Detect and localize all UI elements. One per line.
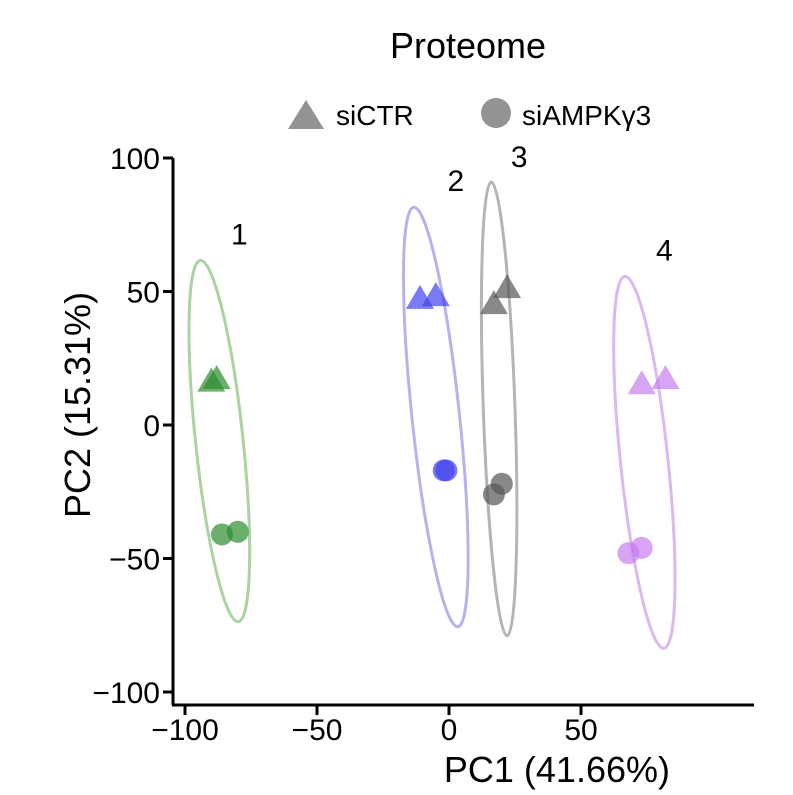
x-tick-label: −50 <box>292 714 343 747</box>
x-tick-label: 50 <box>564 714 597 747</box>
legend-triangle-marker <box>288 100 324 129</box>
confidence-ellipses <box>187 180 677 650</box>
data-points <box>197 274 680 565</box>
x-tick-label: −100 <box>151 714 219 747</box>
x-axis-ticks: −100 −50 0 50 <box>151 705 598 747</box>
y-tick-label: −50 <box>109 544 160 577</box>
group-label-3: 3 <box>511 141 528 174</box>
group-label-1: 1 <box>231 218 248 251</box>
point-circle-group-3 <box>490 472 513 495</box>
x-axis-title: PC1 (41.66%) <box>444 749 670 790</box>
point-triangle-group-2 <box>421 282 450 307</box>
x-tick-label: 0 <box>441 714 458 747</box>
y-tick-label: −100 <box>92 677 160 710</box>
point-triangle-group-3 <box>493 274 522 299</box>
point-circle-group-1 <box>226 520 249 543</box>
point-triangle-group-4 <box>651 364 680 389</box>
point-circle-group-2 <box>435 459 458 482</box>
ellipse-group-2 <box>401 205 470 629</box>
chart-title: Proteome <box>390 25 546 66</box>
ellipse-group-3 <box>479 180 519 638</box>
legend-label-siampk: siAMPKγ3 <box>522 100 651 131</box>
legend-label-sictr: siCTR <box>336 100 414 131</box>
axes: −100 −50 0 50 100 −100 −50 0 50 <box>92 143 754 747</box>
legend: siCTR siAMPKγ3 <box>288 98 651 131</box>
ellipse-group-4 <box>612 274 677 650</box>
point-triangle-group-4 <box>627 370 656 395</box>
y-tick-label: 0 <box>143 410 160 443</box>
legend-circle-marker <box>481 98 511 128</box>
group-label-2: 2 <box>447 165 464 198</box>
y-axis-title: PC2 (15.31%) <box>57 292 98 518</box>
y-axis-ticks: −100 −50 0 50 100 <box>92 143 173 710</box>
group-label-4: 4 <box>656 234 673 267</box>
point-triangle-group-1 <box>202 364 231 389</box>
ellipse-group-1 <box>187 258 252 624</box>
group-labels: 1 2 3 4 <box>231 141 673 267</box>
y-tick-label: 100 <box>110 143 160 176</box>
y-tick-label: 50 <box>127 277 160 310</box>
point-circle-group-4 <box>630 536 653 559</box>
point-triangle-group-3 <box>479 290 508 315</box>
